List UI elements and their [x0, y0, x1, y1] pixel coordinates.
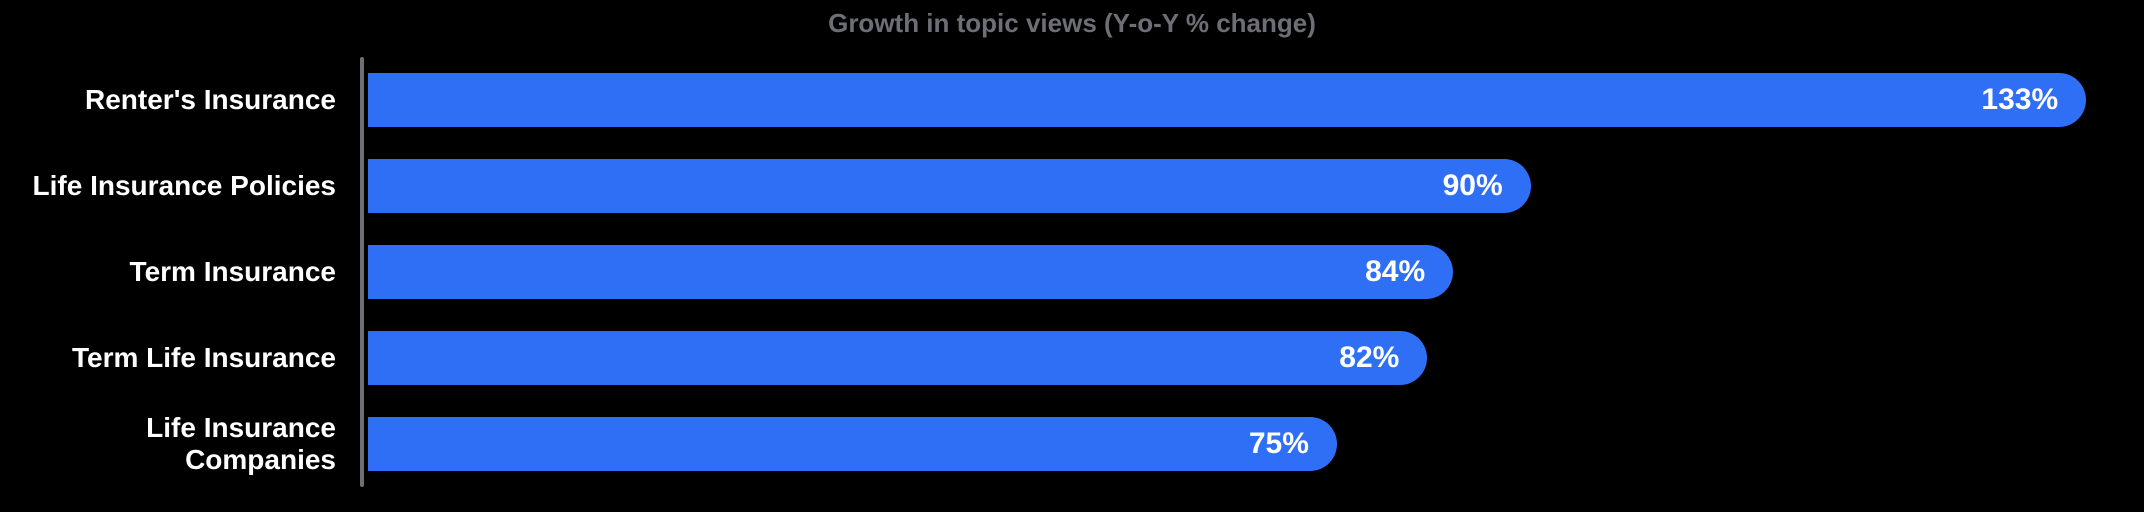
- bar-row: Life Insurance Policies 90%: [0, 143, 2144, 229]
- chart-title: Growth in topic views (Y-o-Y % change): [0, 0, 2144, 39]
- category-label: Term Insurance: [0, 256, 360, 288]
- category-label: Life Insurance Policies: [0, 170, 360, 202]
- bar-row: Term Life Insurance 82%: [0, 315, 2144, 401]
- bar-row: Term Insurance 84%: [0, 229, 2144, 315]
- value-label: 82%: [1339, 341, 1399, 375]
- value-label: 90%: [1443, 169, 1503, 203]
- bar: 75%: [368, 417, 1337, 471]
- topic-growth-chart: Growth in topic views (Y-o-Y % change) R…: [0, 0, 2144, 512]
- value-label: 133%: [1981, 83, 2058, 117]
- value-label: 75%: [1249, 427, 1309, 461]
- bar: 82%: [368, 331, 1427, 385]
- bar-row: Life Insurance Companies 75%: [0, 401, 2144, 487]
- bar-track: 75%: [368, 401, 2144, 487]
- category-label: Term Life Insurance: [0, 342, 360, 374]
- bar: 84%: [368, 245, 1453, 299]
- bar: 90%: [368, 159, 1531, 213]
- category-label: Life Insurance Companies: [0, 412, 360, 476]
- plot-area: Renter's Insurance 133% Life Insurance Pol…: [0, 57, 2144, 487]
- bar-track: 133%: [368, 57, 2144, 143]
- bar-track: 82%: [368, 315, 2144, 401]
- bar-track: 90%: [368, 143, 2144, 229]
- value-label: 84%: [1365, 255, 1425, 289]
- bar-track: 84%: [368, 229, 2144, 315]
- bar-row: Renter's Insurance 133%: [0, 57, 2144, 143]
- bar: 133%: [368, 73, 2086, 127]
- bar-rows: Renter's Insurance 133% Life Insurance Pol…: [0, 57, 2144, 487]
- category-label: Renter's Insurance: [0, 84, 360, 116]
